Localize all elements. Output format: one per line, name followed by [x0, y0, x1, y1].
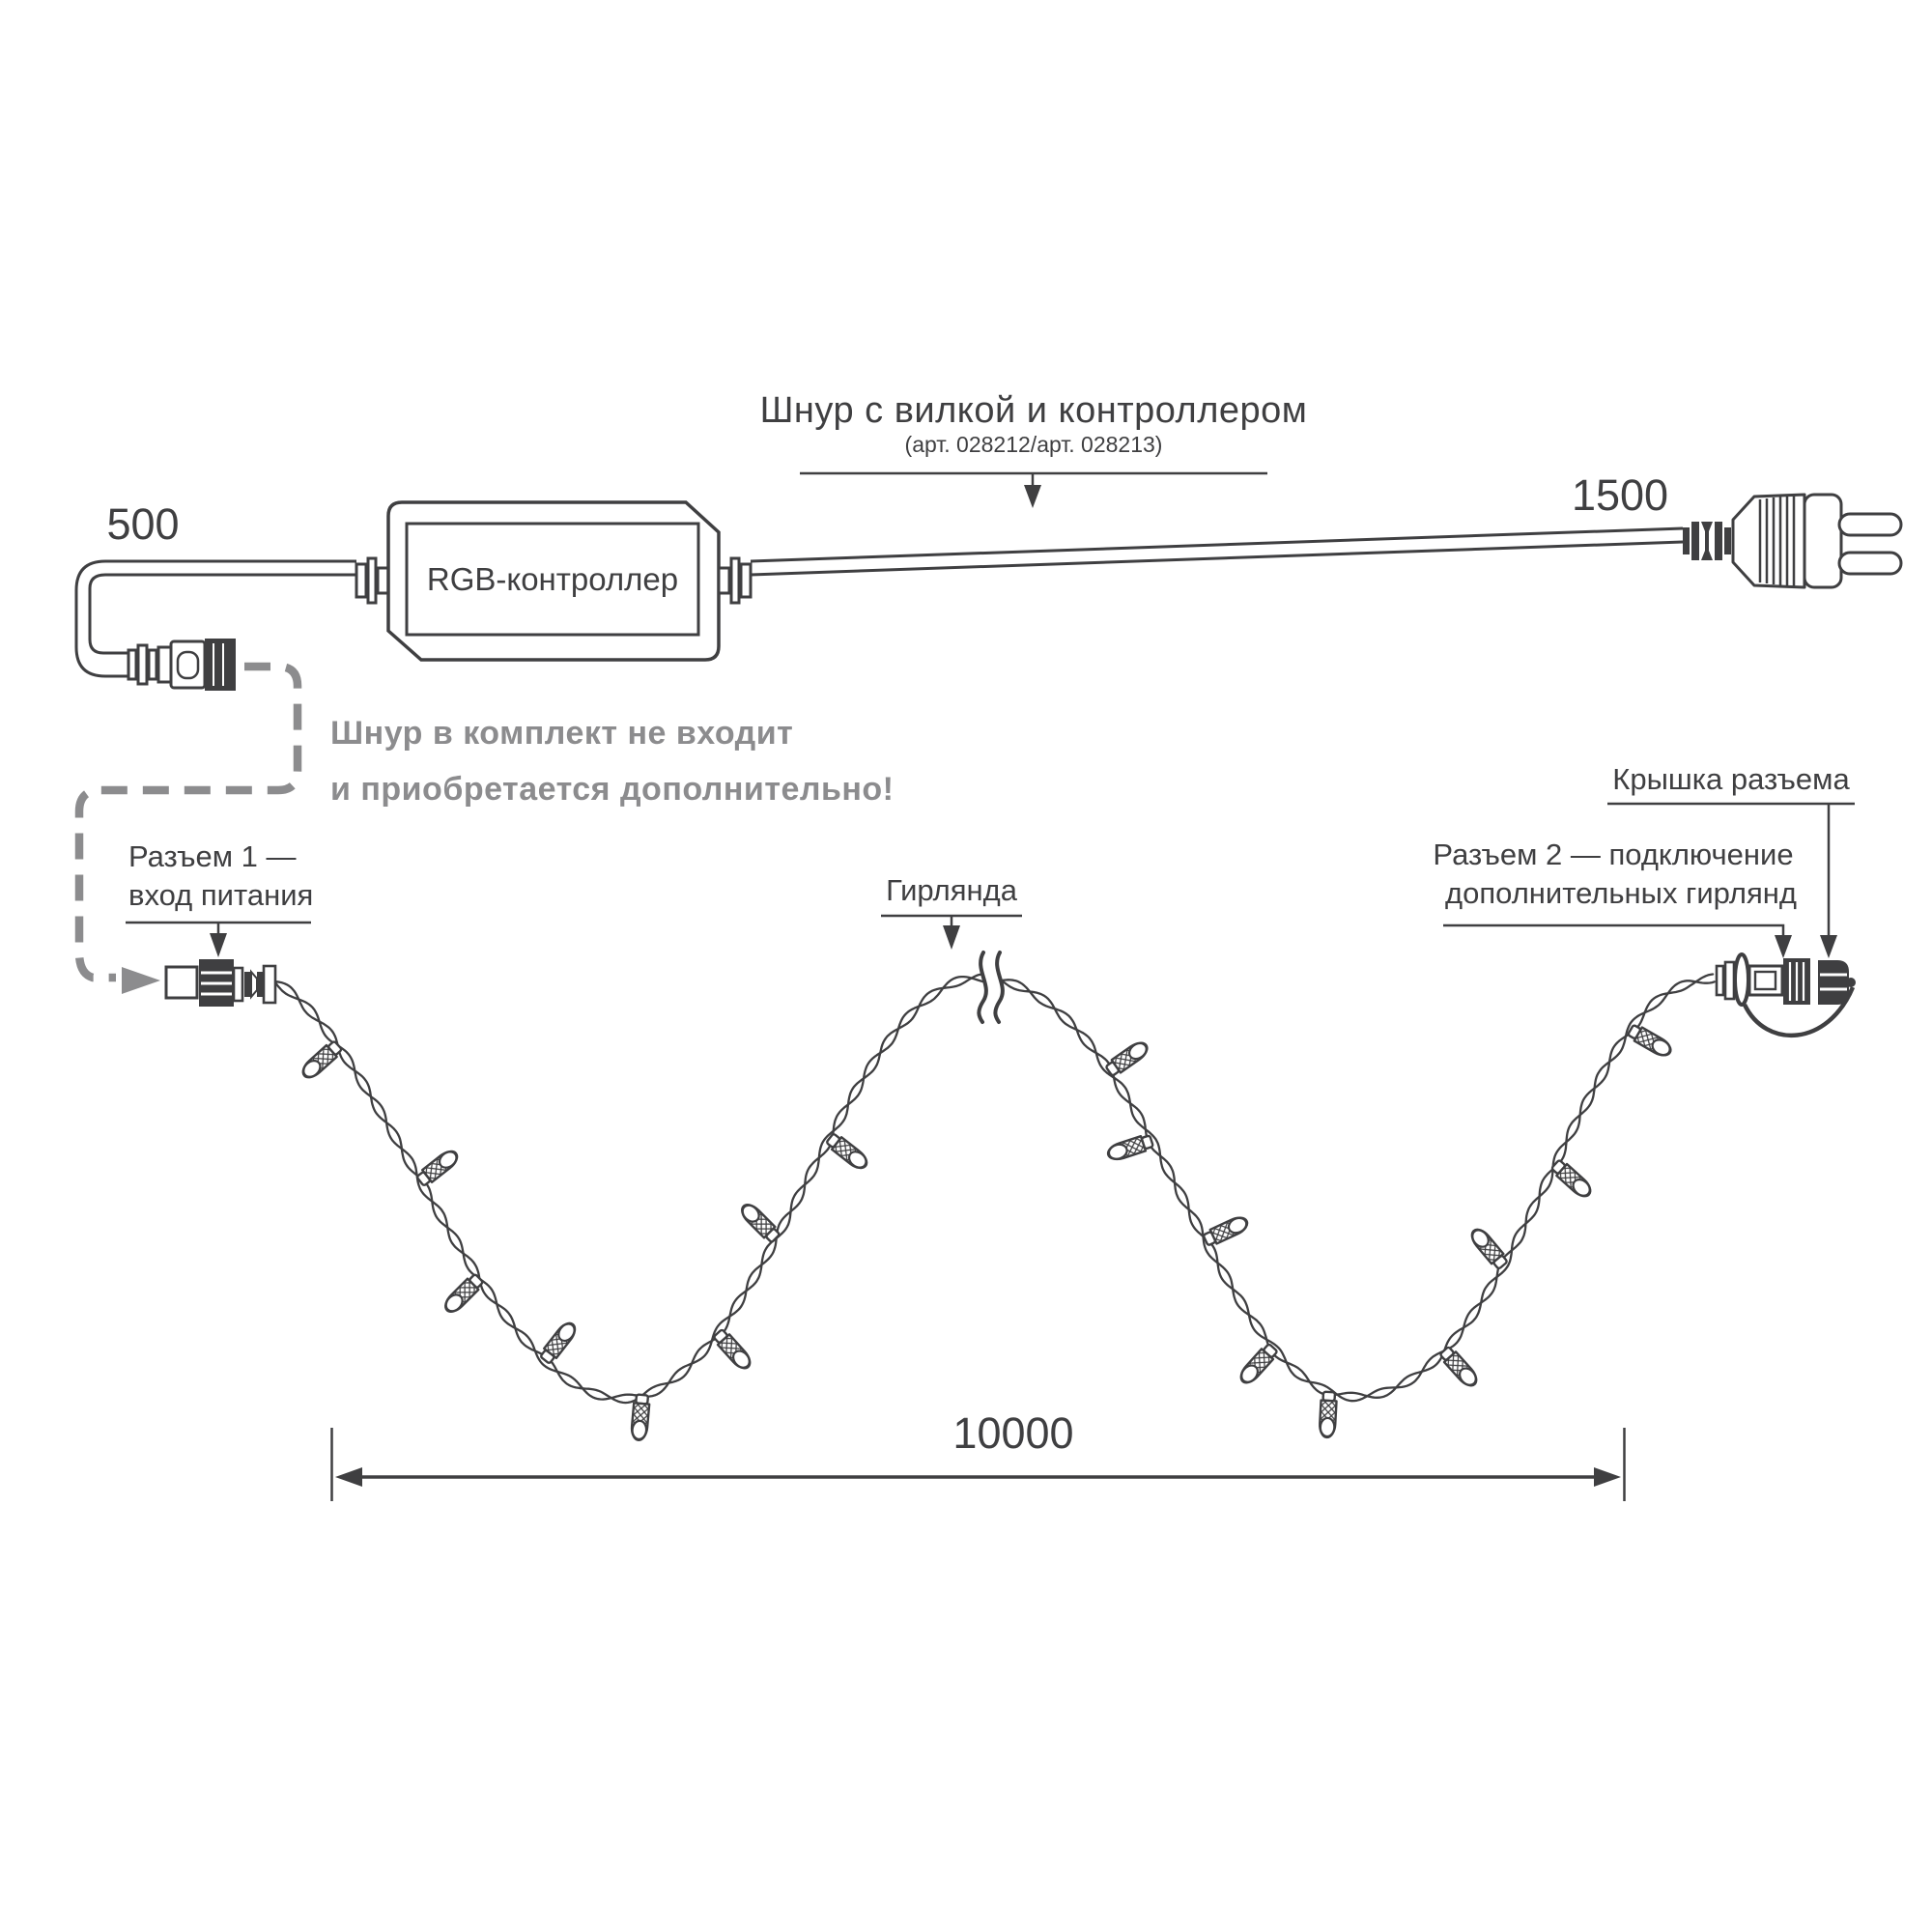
controller-label-plate — [405, 522, 700, 637]
plug-prong-top — [1837, 512, 1903, 537]
dashed-connection-line — [74, 662, 302, 982]
grey-arrow-icon — [122, 967, 160, 994]
controller-label: RGB-контроллер — [427, 561, 678, 597]
cord-right-length: 1500 — [1572, 470, 1668, 520]
cord-assembly: 500 RGB-контроллер 1500 — [74, 390, 1903, 691]
connector1-label-line2: вход питания — [128, 878, 313, 912]
connector2-callout: Разъем 2 — подключение дополнительных ги… — [1433, 838, 1797, 958]
power-plug — [1683, 493, 1903, 589]
led-bulb-icon — [537, 1318, 581, 1367]
cord-output-connector — [127, 639, 236, 691]
cord-left-length: 500 — [106, 499, 179, 549]
led-bulb-icon — [1236, 1341, 1281, 1388]
garland-wire-strand — [272, 975, 1716, 1401]
garland-wire-strand — [272, 973, 1715, 1405]
garland-arrow-icon — [943, 925, 960, 950]
led-bulb-icon — [736, 1199, 782, 1245]
garland-wire-spine — [274, 978, 1716, 1399]
connector1-callout: Разъем 1 — вход питания — [126, 839, 313, 957]
cap-tether-cord — [1742, 986, 1856, 1037]
plug-strain-relief — [1683, 522, 1731, 560]
connector1-label-line1: Разъем 1 — — [128, 839, 296, 873]
controller-right-gland — [717, 556, 753, 605]
cord-title-callout: Шнур с вилкой и контроллером (арт. 02821… — [760, 390, 1308, 508]
plug-back-cap — [1803, 493, 1843, 589]
led-bulb-icon — [1625, 1021, 1675, 1061]
garland-callout: Гирлянда — [881, 873, 1022, 950]
cord-sku: (арт. 028212/арт. 028213) — [905, 432, 1163, 457]
led-bulb-icon — [1466, 1224, 1511, 1272]
cord-title: Шнур с вилкой и контроллером — [760, 390, 1308, 431]
led-bulb-icon — [1548, 1156, 1596, 1202]
led-bulb-icon — [1436, 1344, 1482, 1391]
connector2-label-line1: Разъем 2 — подключение — [1433, 838, 1793, 871]
led-bulb-icon — [710, 1326, 755, 1374]
cord-title-arrow-icon — [1024, 485, 1041, 508]
cap-arrow-icon — [1820, 935, 1837, 958]
dimension-arrow-left-icon — [335, 1467, 362, 1487]
plug-prong-bottom — [1837, 551, 1903, 576]
garland-connector2 — [1715, 952, 1856, 1037]
led-bulb-icon — [1318, 1390, 1339, 1439]
garland-string — [164, 951, 1856, 1442]
led-bulb-icon — [1103, 1037, 1152, 1079]
dimension-arrow-right-icon — [1594, 1467, 1621, 1487]
cord-left-cable — [74, 559, 356, 678]
garland-dimension: 10000 — [330, 1408, 1626, 1501]
garland-connector1 — [164, 959, 277, 1007]
tether-ring — [1733, 952, 1750, 1007]
led-bulb-icon — [1201, 1212, 1252, 1249]
led-bulb-icon — [823, 1130, 872, 1174]
note-line2: и приобретается дополнительно! — [330, 771, 895, 808]
led-bulb-icon — [1104, 1132, 1155, 1164]
led-bulb-icon — [413, 1146, 463, 1189]
led-bulb-icon — [298, 1037, 345, 1083]
cord-right-cable — [750, 526, 1684, 577]
wire-break-symbol — [977, 951, 1005, 1029]
garland-length: 10000 — [952, 1408, 1073, 1458]
connector2-cap — [1818, 960, 1849, 1005]
plug-body-ribs — [1758, 496, 1796, 586]
connector1-arrow-icon — [210, 933, 227, 957]
garland-bulbs — [298, 1021, 1675, 1442]
connector2-label-line2: дополнительных гирлянд — [1445, 876, 1797, 910]
note-line1: Шнур в комплект не входит — [330, 715, 793, 752]
garland-label: Гирлянда — [886, 873, 1018, 907]
not-included-note: Шнур в комплект не входит и приобретаетс… — [74, 662, 895, 994]
cap-label: Крышка разъема — [1612, 762, 1850, 796]
controller-left-gland — [355, 556, 390, 605]
cap-callout: Крышка разъема — [1607, 762, 1855, 958]
led-bulb-icon — [440, 1271, 486, 1318]
connector2-arrow-icon — [1775, 935, 1792, 958]
rgb-controller: RGB-контроллер — [355, 500, 753, 662]
